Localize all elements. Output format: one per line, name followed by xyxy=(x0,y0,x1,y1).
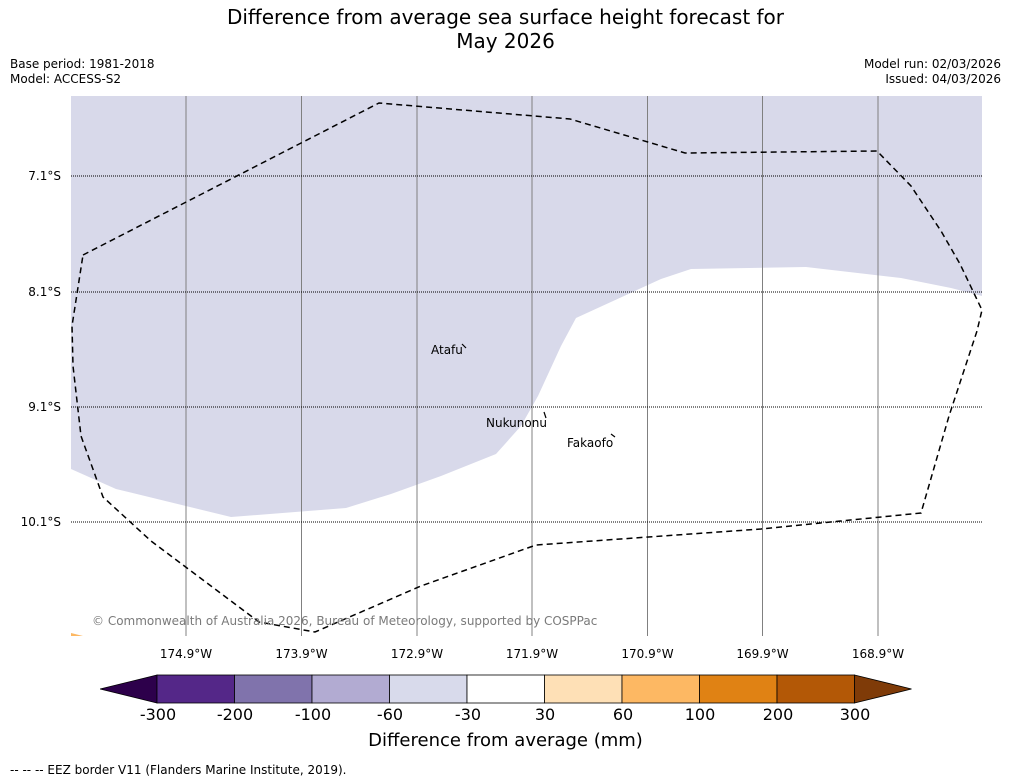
lon-label-173-9: 173.9°W xyxy=(275,647,328,661)
title-line-1: Difference from average sea surface heig… xyxy=(226,5,785,29)
model-name: Model: ACCESS-S2 xyxy=(10,72,122,86)
cbar-tick-6: 30 xyxy=(534,705,556,724)
base-period: Base period: 1981-2018 xyxy=(10,57,155,71)
fakaofo-island-mark xyxy=(610,433,616,438)
colorbar-segment-5 xyxy=(466,674,545,704)
meta-right: Model run: 02/03/2026 Issued: 04/03/2026 xyxy=(864,57,1001,87)
colorbar-extend-high xyxy=(854,674,912,704)
atafu-island-mark xyxy=(461,343,467,349)
cbar-tick-9: 200 xyxy=(762,705,794,724)
colorbar-segment-2 xyxy=(234,674,313,704)
issued-date: Issued: 04/03/2026 xyxy=(885,72,1001,86)
cbar-tick-4: -60 xyxy=(376,705,404,724)
cbar-tick-10: 300 xyxy=(839,705,871,724)
eez-border xyxy=(71,102,983,633)
colorbar-extend-low xyxy=(100,674,158,704)
lat-label-9-1: 9.1°S xyxy=(28,400,61,414)
corner-patch xyxy=(71,633,83,636)
eez-legend: -- -- -- EEZ border V11 (Flanders Marine… xyxy=(10,763,347,777)
lon-label-169-9: 169.9°W xyxy=(736,647,789,661)
lat-label-7-1: 7.1°S xyxy=(28,169,61,183)
lon-label-171-9: 171.9°W xyxy=(505,647,559,661)
lat-label-8-1: 8.1°S xyxy=(28,285,61,299)
map-panel[interactable] xyxy=(71,96,983,636)
cbar-tick-5: -30 xyxy=(454,705,482,724)
colorbar-segment-8 xyxy=(699,674,778,704)
place-atafu: Atafu xyxy=(431,343,463,357)
colorbar-segment-6 xyxy=(544,674,623,704)
model-run: Model run: 02/03/2026 xyxy=(863,57,1001,71)
lon-label-170-9: 170.9°W xyxy=(621,647,674,661)
cbar-tick-2: -200 xyxy=(216,705,254,724)
cbar-tick-8: 100 xyxy=(684,705,716,724)
place-fakaofo: Fakaofo xyxy=(567,436,614,450)
title-line-2: May 2026 xyxy=(456,29,555,53)
copyright-notice: © Commonwealth of Australia 2026, Bureau… xyxy=(92,614,598,628)
nukunonu-island-mark xyxy=(543,411,547,419)
place-nukunonu: Nukunonu xyxy=(486,416,547,430)
anomaly-region xyxy=(71,96,982,517)
cbar-tick-1: -300 xyxy=(139,705,177,724)
meta-left: Base period: 1981-2018 Model: ACCESS-S2 xyxy=(10,57,155,87)
cbar-tick-3: -100 xyxy=(294,705,332,724)
lat-label-10-1: 10.1°S xyxy=(20,515,61,529)
colorbar xyxy=(100,674,912,704)
colorbar-label: Difference from average (mm) xyxy=(368,730,643,751)
chart-title: Difference from average sea surface heig… xyxy=(0,5,1011,53)
lon-label-174-9: 174.9°W xyxy=(159,647,213,661)
colorbar-segment-9 xyxy=(776,674,855,704)
colorbar-segment-3 xyxy=(311,674,390,704)
lon-label-172-9: 172.9°W xyxy=(390,647,444,661)
colorbar-segment-7 xyxy=(621,674,700,704)
colorbar-segment-4 xyxy=(389,674,468,704)
longitude-gridlines xyxy=(185,96,879,636)
lon-label-168-9: 168.9°W xyxy=(851,647,905,661)
colorbar-segments xyxy=(100,674,912,704)
colorbar-segment-1 xyxy=(156,674,235,704)
cbar-tick-7: 60 xyxy=(612,705,634,724)
